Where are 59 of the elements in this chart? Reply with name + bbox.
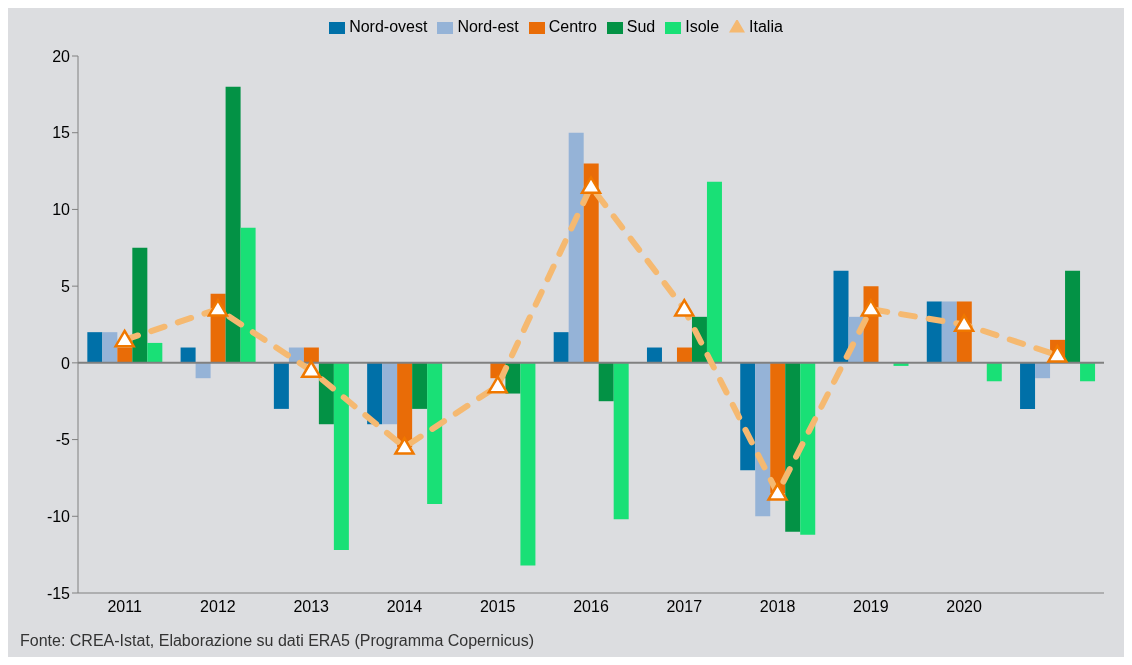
bar <box>646 347 662 363</box>
bar <box>87 332 103 363</box>
bar <box>1065 270 1081 363</box>
bar <box>273 362 289 409</box>
source-note: Fonte: CREA-Istat, Elaborazione su dati ERA5 (Programma Copernicus) <box>20 632 534 650</box>
bar <box>102 332 118 363</box>
bar <box>598 362 614 402</box>
bar <box>706 181 722 363</box>
y-tick-label: -15 <box>46 584 71 602</box>
bar <box>132 247 148 363</box>
bar <box>180 347 196 363</box>
y-tick-label: 5 <box>61 277 71 295</box>
bar <box>195 362 211 379</box>
bar <box>147 342 163 363</box>
x-tick-label: 2016 <box>573 598 609 616</box>
bar <box>333 362 349 551</box>
bar <box>568 132 584 363</box>
bar <box>412 362 428 409</box>
y-tick-label: 15 <box>52 124 71 142</box>
x-tick-label: 2014 <box>386 598 423 616</box>
legend-label: Nord-est <box>457 18 519 35</box>
y-tick-label: 0 <box>61 354 71 372</box>
x-tick-label: 2018 <box>759 598 796 616</box>
bar <box>740 362 756 471</box>
x-tick-label: 2019 <box>853 598 889 616</box>
x-tick-label: 2015 <box>479 598 516 616</box>
bar <box>800 362 816 535</box>
x-tick-label: 2020 <box>946 598 982 616</box>
legend-label: Isole <box>685 18 720 35</box>
y-tick-label: 20 <box>52 47 71 65</box>
y-tick-label: -10 <box>46 507 71 525</box>
y-tick-label: 10 <box>52 201 71 219</box>
x-tick-label: 2017 <box>666 598 703 616</box>
bar <box>676 347 692 363</box>
y-tick-label: -5 <box>55 431 71 449</box>
bar <box>225 86 241 363</box>
x-tick-label: 2011 <box>107 598 142 616</box>
bar <box>583 163 599 363</box>
bar <box>520 362 536 566</box>
legend-label: Italia <box>749 18 783 35</box>
legend-label: Sud <box>626 18 656 35</box>
bar <box>1035 362 1051 379</box>
bar <box>427 362 443 505</box>
bar <box>613 362 629 520</box>
bar <box>382 362 398 425</box>
bar <box>240 227 256 363</box>
bar <box>1020 362 1036 409</box>
bar <box>986 362 1002 382</box>
legend-label: Centro <box>548 18 597 35</box>
bar <box>833 270 849 363</box>
bar <box>785 362 801 532</box>
bar <box>755 362 771 517</box>
bar <box>367 362 383 425</box>
bar <box>553 332 569 363</box>
bar <box>1080 362 1096 382</box>
bar <box>941 301 957 363</box>
legend-label: Nord-ovest <box>349 18 428 35</box>
x-tick-label: 2013 <box>293 598 330 616</box>
x-tick-label: 2012 <box>200 598 236 616</box>
